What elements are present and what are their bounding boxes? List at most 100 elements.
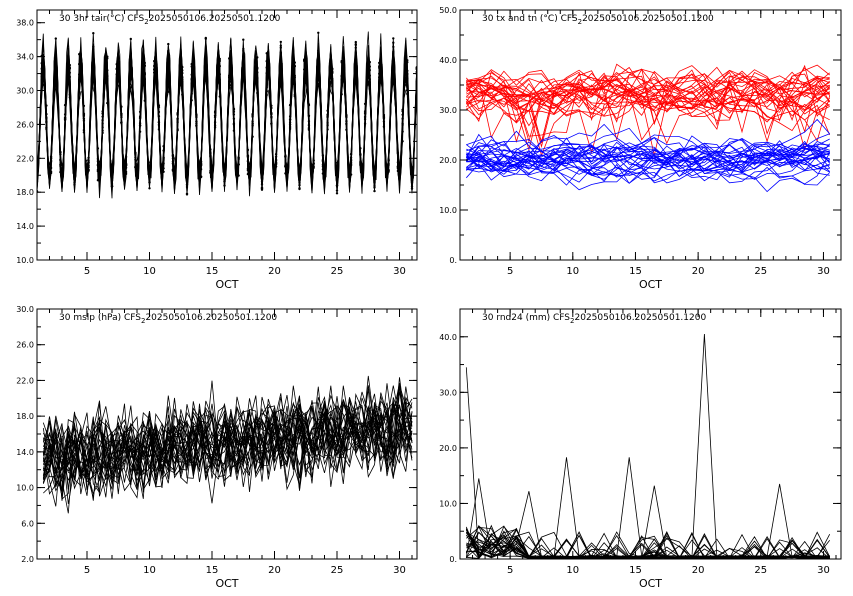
chart-title-subscript: 2 bbox=[570, 317, 574, 325]
x-axis-label: OCT bbox=[215, 278, 238, 291]
series-group bbox=[37, 31, 417, 199]
x-tick-label: 30 bbox=[393, 565, 406, 576]
y-tick-label: 40.0 bbox=[439, 56, 457, 65]
chart-title-subscript: 2 bbox=[144, 18, 148, 26]
x-tick-label: 10 bbox=[143, 565, 156, 576]
tn-member-line bbox=[466, 147, 830, 184]
tx-member-line bbox=[466, 79, 831, 141]
tair-marker bbox=[185, 193, 189, 196]
tn-member-line bbox=[466, 141, 830, 168]
tair-marker bbox=[354, 40, 357, 44]
x-tick-label: 20 bbox=[692, 266, 705, 277]
tx-member-line bbox=[466, 76, 830, 122]
y-tick-label: 6.0 bbox=[21, 519, 34, 528]
x-tick-label: 15 bbox=[629, 266, 642, 277]
tair-marker bbox=[167, 42, 170, 46]
x-tick-label: 5 bbox=[507, 565, 513, 576]
chart-title-main: 30 mslp (hPa) CFS bbox=[59, 313, 141, 323]
tair-marker bbox=[54, 37, 57, 40]
y-tick-label: 14.0 bbox=[16, 222, 34, 231]
mslp-member-line bbox=[42, 396, 413, 491]
y-tick-label: 50.0 bbox=[439, 6, 457, 15]
mslp-member-line bbox=[43, 393, 413, 485]
tx-member-line bbox=[466, 74, 830, 121]
tx-member-line bbox=[465, 63, 830, 127]
y-tick-label: 18.0 bbox=[16, 188, 34, 197]
chart-panel-4: 5 10 15 20 25 30 0. 10.0 20.0 30.0 40.0 OCT 30 rnd24… bbox=[439, 308, 842, 590]
y-tick-label: 22.0 bbox=[16, 154, 34, 163]
x-tick-label: 25 bbox=[331, 565, 344, 576]
tx-member-line bbox=[466, 75, 830, 143]
tx-member-line bbox=[465, 73, 830, 135]
chart-panel-2: 5 10 15 20 25 30 0. 10.0 20.0 30.0 40.0 50.0 OCT 30 t… bbox=[439, 6, 842, 291]
tair-marker bbox=[242, 38, 245, 41]
plot-frame bbox=[459, 9, 842, 261]
x-tick-label: 25 bbox=[331, 266, 344, 277]
tx-member-line bbox=[466, 64, 831, 143]
tair-member-line bbox=[37, 61, 417, 187]
chart-title-suffix: 2025050106.20250501.1200 bbox=[145, 313, 277, 323]
chart-title-suffix: 2025050106.20250501.1200 bbox=[149, 14, 281, 24]
tair-marker bbox=[373, 189, 376, 193]
tx-member-line bbox=[465, 64, 830, 122]
x-tick-label: 30 bbox=[817, 266, 830, 277]
x-tick-label: 15 bbox=[206, 266, 219, 277]
y-tick-label: 2.0 bbox=[21, 555, 34, 564]
y-tick-label: 20.0 bbox=[439, 444, 457, 453]
x-tick-label: 10 bbox=[143, 266, 156, 277]
x-tick-label: 10 bbox=[566, 565, 579, 576]
tn-member-line bbox=[466, 147, 830, 178]
chart-title: 30 tx and tn (°C) CFS22025050106.2025050… bbox=[482, 14, 714, 26]
tair-marker bbox=[335, 192, 339, 195]
y-tick-label: 30.0 bbox=[16, 87, 34, 96]
chart-title-subscript: 2 bbox=[141, 317, 145, 325]
tn-member-line bbox=[466, 147, 830, 184]
x-axis-label: OCT bbox=[215, 577, 238, 590]
mslp-member-line bbox=[42, 375, 413, 497]
tx-member-line bbox=[465, 69, 831, 157]
y-tick-label: 38.0 bbox=[16, 19, 34, 28]
tn-member-line bbox=[466, 144, 830, 176]
tair-marker bbox=[265, 52, 268, 55]
chart-title: 30 mslp (hPa) CFS22025050106.20250501.12… bbox=[59, 313, 277, 325]
tair-marker bbox=[317, 31, 320, 34]
x-axis-label: OCT bbox=[639, 577, 662, 590]
x-tick-label: 5 bbox=[84, 266, 90, 277]
chart-panel-3: 5 10 15 20 25 30 2.0 6.0 10.0 14.0 18.0 22.0 26.0 30.… bbox=[16, 305, 418, 590]
tair-marker bbox=[148, 187, 151, 190]
tx-member-line bbox=[466, 75, 830, 118]
x-tick-label: 30 bbox=[817, 565, 830, 576]
x-tick-label: 10 bbox=[566, 266, 579, 277]
x-tick-label: 30 bbox=[393, 266, 406, 277]
chart-title-suffix: 2025050106.20250501.1200 bbox=[575, 313, 707, 323]
y-tick-label: 10.0 bbox=[16, 484, 34, 493]
y-tick-label: 10.0 bbox=[16, 256, 34, 265]
y-tick-label: 26.0 bbox=[16, 120, 34, 129]
y-tick-label: 14.0 bbox=[16, 448, 34, 457]
mslp-member-line bbox=[42, 386, 413, 499]
tair-marker bbox=[260, 188, 264, 191]
tx-member-line bbox=[466, 68, 830, 125]
y-tick-label: 30.0 bbox=[16, 305, 34, 314]
x-tick-label: 5 bbox=[84, 565, 90, 576]
tn-member-line bbox=[466, 142, 830, 181]
chart-title-main: 30 tx and tn (°C) CFS bbox=[482, 14, 578, 24]
tn-member-line bbox=[466, 134, 830, 175]
series-group bbox=[465, 333, 831, 559]
tn-member-line bbox=[466, 140, 830, 182]
y-tick-label: 26.0 bbox=[16, 341, 34, 350]
x-tick-label: 25 bbox=[754, 565, 767, 576]
chart-title-main: 30 rnd24 (mm) CFS bbox=[482, 313, 570, 323]
y-tick-label: 20.0 bbox=[439, 156, 457, 165]
x-tick-label: 20 bbox=[268, 565, 281, 576]
tn-member-line bbox=[466, 148, 831, 175]
plot-frame bbox=[459, 308, 842, 560]
x-tick-label: 20 bbox=[268, 266, 281, 277]
chart-title: 30 rnd24 (mm) CFS22025050106.20250501.12… bbox=[482, 313, 706, 325]
x-tick-label: 15 bbox=[629, 565, 642, 576]
mslp-member-line bbox=[42, 385, 413, 507]
x-axis-label: OCT bbox=[639, 278, 662, 291]
chart-title-suffix: 2025050106.20250501.1200 bbox=[582, 14, 714, 24]
x-tick-label: 5 bbox=[507, 266, 513, 277]
